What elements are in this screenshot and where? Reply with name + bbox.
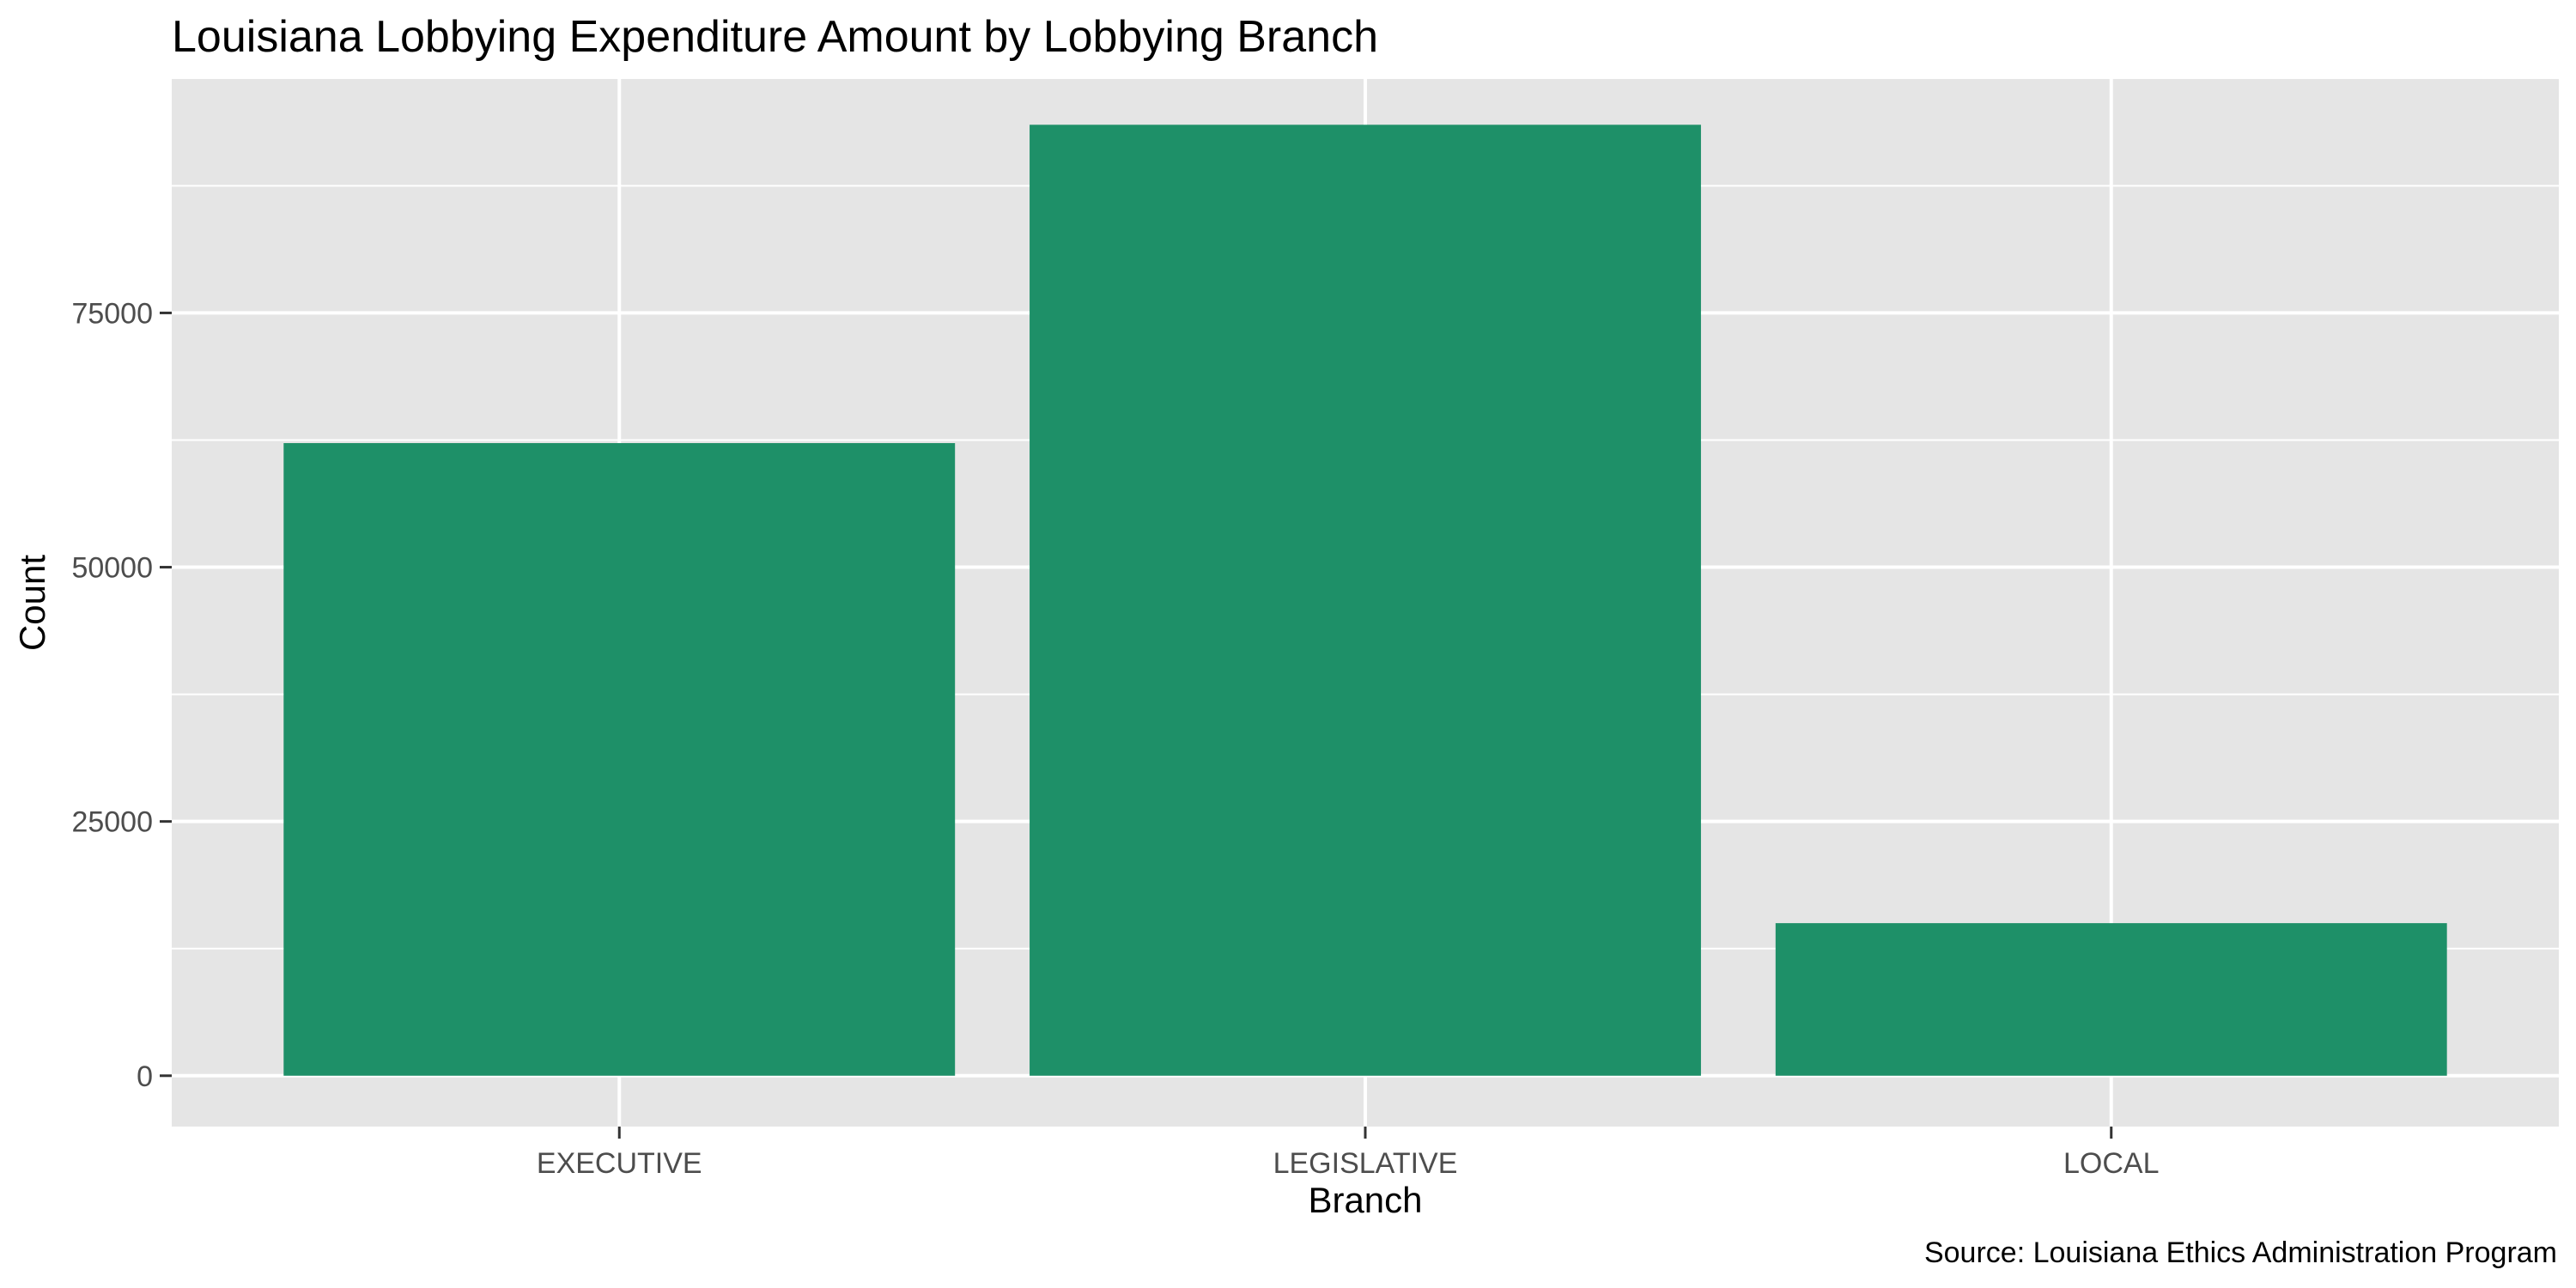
chart-title: Louisiana Lobbying Expenditure Amount by… — [172, 12, 1378, 62]
y-tick-label: 0 — [137, 1060, 153, 1093]
y-axis-title: Count — [12, 555, 52, 651]
x-tick-label: EXECUTIVE — [537, 1147, 702, 1180]
bars — [283, 125, 2447, 1076]
x-axis: EXECUTIVE LEGISLATIVE LOCAL — [537, 1127, 2160, 1180]
y-tick-label: 25000 — [71, 806, 153, 839]
bar-legislative — [1030, 125, 1701, 1076]
y-axis: 0 25000 50000 75000 — [71, 297, 172, 1093]
x-axis-title: Branch — [1308, 1180, 1422, 1220]
bar-executive — [283, 443, 956, 1076]
x-tick-label: LOCAL — [2063, 1147, 2160, 1180]
x-tick-label: LEGISLATIVE — [1273, 1147, 1458, 1180]
bar-local — [1775, 923, 2447, 1076]
y-tick-label: 50000 — [71, 552, 153, 585]
y-tick-label: 75000 — [71, 297, 153, 330]
source-caption: Source: Louisiana Ethics Administration … — [1924, 1236, 2557, 1269]
